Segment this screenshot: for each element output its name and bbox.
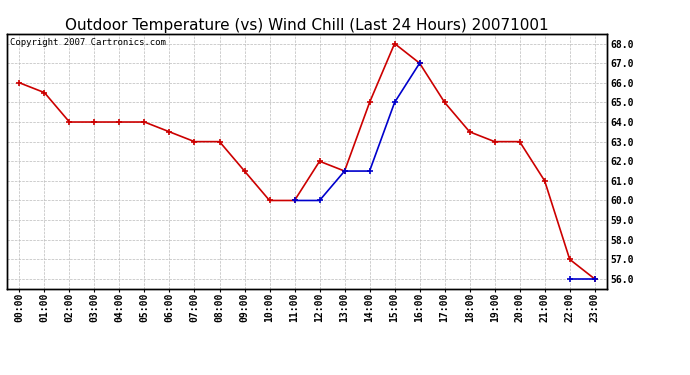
Title: Outdoor Temperature (vs) Wind Chill (Last 24 Hours) 20071001: Outdoor Temperature (vs) Wind Chill (Las… (66, 18, 549, 33)
Text: Copyright 2007 Cartronics.com: Copyright 2007 Cartronics.com (10, 38, 166, 46)
